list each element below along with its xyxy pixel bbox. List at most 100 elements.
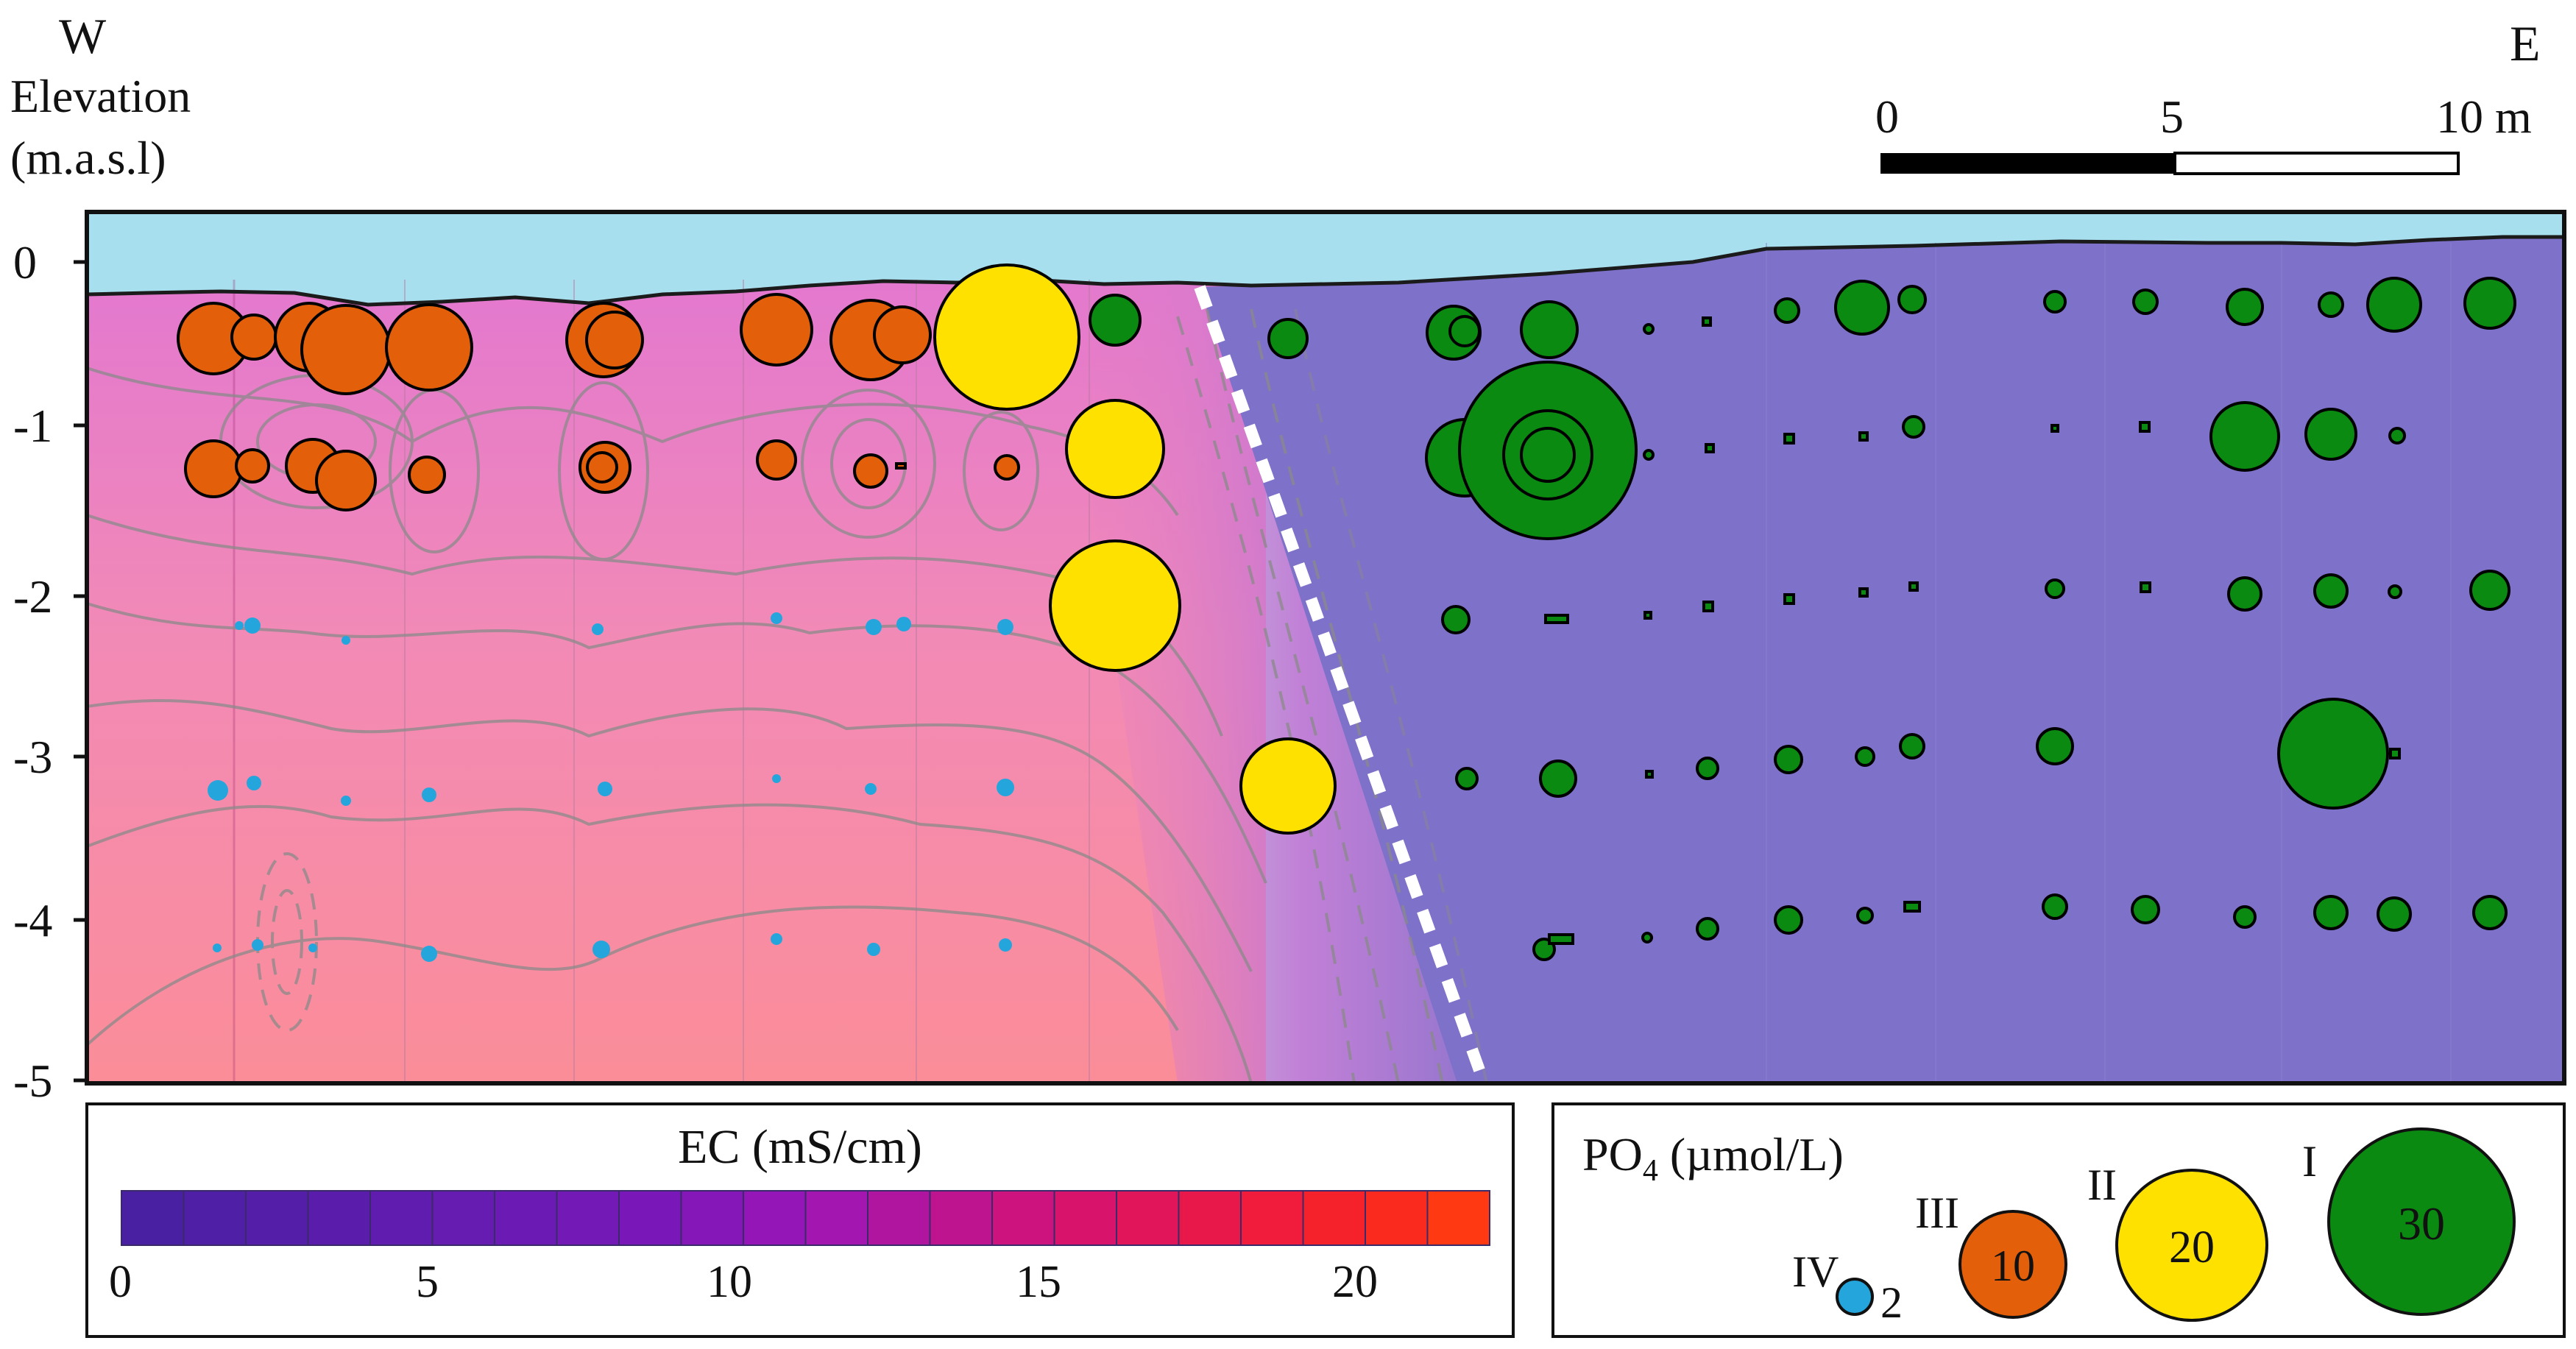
po4-bubble: [1783, 593, 1795, 605]
po4-bubble: [1539, 760, 1577, 798]
po4-bubble: [1520, 300, 1579, 359]
po4-bubble: [1897, 285, 1927, 314]
po4-bubble: [1774, 905, 1803, 935]
po4-title-suffix: (µmol/L): [1658, 1128, 1844, 1180]
po4-bubble: [1774, 297, 1800, 324]
po4-bubble: [235, 621, 244, 630]
po4-bubble: [1089, 294, 1142, 347]
po4-bubble: [208, 780, 228, 801]
po4-bubble: [2463, 277, 2516, 330]
po4-bubble: [184, 439, 243, 498]
po4-bubble: [2469, 570, 2510, 611]
po4-bubble: [2377, 896, 2412, 932]
po4-bubble: [873, 305, 932, 364]
po4-bubble: [896, 617, 911, 631]
po4-bubble: [2318, 291, 2344, 318]
po4-class-ii-circle: [2115, 1169, 2268, 1322]
po4-class-ii-label: II: [2087, 1161, 2117, 1209]
po4-bubble: [592, 941, 610, 958]
po4-bubble: [2366, 277, 2422, 333]
po4-bubble: [1783, 433, 1795, 445]
ec-color-bar: [121, 1190, 1490, 1246]
po4-bubble: [933, 263, 1080, 411]
ec-color-swatch: [556, 1190, 620, 1246]
po4-bubble: [1696, 757, 1719, 780]
po4-bubble: [867, 943, 880, 956]
po4-bubble: [1520, 427, 1576, 483]
po4-bubble: [1705, 443, 1715, 453]
ec-color-swatch: [183, 1190, 247, 1246]
po4-class-iii-label: III: [1915, 1189, 1959, 1237]
po4-bubble: [252, 939, 263, 951]
po4-bubble: [2050, 424, 2059, 433]
po4-bubble: [1267, 318, 1309, 359]
ec-color-swatch: [1116, 1190, 1180, 1246]
po4-bubble: [1855, 746, 1875, 767]
po4-class-iv-value: 2: [1880, 1278, 1903, 1327]
ec-color-swatch: [743, 1190, 807, 1246]
po4-class-i-circle: [2327, 1127, 2516, 1316]
west-label: W: [59, 8, 107, 64]
po4-bubble: [244, 617, 261, 634]
ec-tick-5: 5: [416, 1257, 439, 1307]
po4-bubble: [1899, 733, 1925, 760]
ec-color-swatch: [1178, 1190, 1242, 1246]
ec-tick-10: 10: [707, 1257, 752, 1307]
po4-bubble: [230, 314, 277, 361]
po4-class-iii-value: 10: [1991, 1242, 2035, 1290]
scale-bar-label-10m: 10 m: [2436, 91, 2532, 143]
po4-bubble: [2277, 698, 2389, 810]
section-frame: [85, 210, 2566, 1086]
po4-bubble: [1641, 932, 1653, 943]
po4-bubble: [740, 293, 813, 367]
po4-bubble: [1858, 431, 1869, 442]
po4-bubble: [1643, 449, 1655, 461]
ec-color-swatch: [1302, 1190, 1366, 1246]
ec-color-swatch: [867, 1190, 931, 1246]
po4-class-iii-circle: [1958, 1210, 2067, 1319]
water-surface-line: [87, 235, 2564, 307]
po4-bubble: [342, 636, 350, 645]
scale-bar-label-5: 5: [2160, 91, 2184, 143]
po4-bubble: [2226, 288, 2264, 326]
po4-bubble: [1441, 605, 1471, 634]
po4-bubble: [2036, 727, 2074, 765]
po4-bubble: [2042, 893, 2068, 920]
po4-bubble: [771, 612, 782, 624]
ec-color-swatch: [1240, 1190, 1304, 1246]
po4-bubble: [1834, 280, 1890, 336]
y-axis: 0 -1 -2 -3 -4 -5: [13, 236, 87, 1107]
po4-bubble: [2388, 427, 2406, 445]
ec-color-swatch: [431, 1190, 495, 1246]
po4-bubble: [994, 454, 1020, 481]
ec-color-swatch: [1365, 1190, 1429, 1246]
po4-bubble: [1548, 933, 1574, 945]
po4-bubble: [1858, 587, 1869, 598]
po4-bubble: [771, 933, 782, 945]
po4-bubble: [2209, 401, 2280, 472]
po4-class-i-value: 30: [2398, 1197, 2445, 1250]
ec-color-swatch: [804, 1190, 868, 1246]
po4-bubble: [1643, 323, 1655, 335]
po4-bubble: [585, 311, 644, 369]
y-tick-minus3: -3: [13, 731, 52, 783]
po4-bubble: [997, 619, 1013, 635]
po4-bubble: [2132, 288, 2159, 315]
po4-bubble: [408, 456, 446, 494]
po4-bubble: [300, 304, 392, 395]
y-axis-label-line2: (m.a.s.l): [10, 132, 166, 184]
ec-legend-title: EC (mS/cm): [678, 1120, 922, 1174]
po4-bubble: [598, 782, 612, 796]
po4-bubble: [2472, 895, 2508, 930]
po4-bubble: [235, 448, 270, 484]
po4-bubble: [247, 776, 261, 790]
y-tick-0: 0: [13, 236, 37, 288]
po4-title-prefix: PO: [1582, 1128, 1643, 1180]
ec-color-swatch: [680, 1190, 744, 1246]
cross-section: [87, 212, 2564, 1083]
y-tick-minus1: -1: [13, 400, 52, 452]
po4-bubble: [1049, 539, 1181, 672]
po4-class-iv-label: IV: [1792, 1247, 1839, 1296]
ec-tick-15: 15: [1016, 1257, 1061, 1307]
po4-bubble: [1643, 611, 1652, 620]
